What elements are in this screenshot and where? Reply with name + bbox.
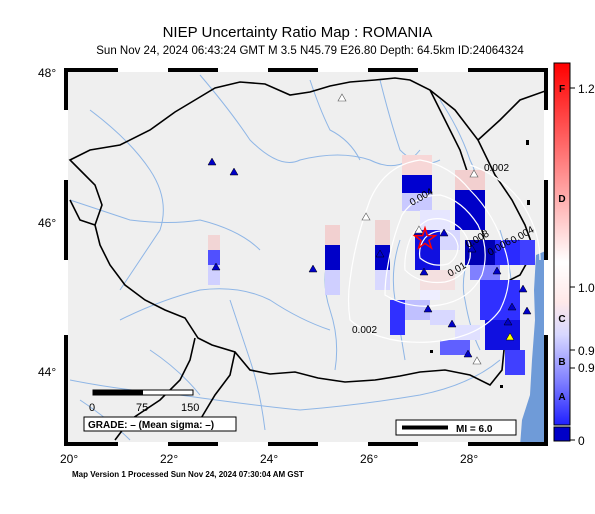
map-subtitle: Sun Nov 24, 2024 06:43:24 GMT M 3.5 N45.… (96, 45, 524, 57)
colorbar: 1.2 1.0 0.9 0.9 0 F D C B A (553, 62, 595, 448)
scale-bar: 0 75 150 (89, 389, 199, 414)
contour-lines (347, 159, 541, 343)
colorbar-label-0-9b: 0.9 (578, 361, 595, 375)
colorbar-letter-a: A (558, 392, 565, 403)
lon-tick-26: 26° (360, 452, 378, 466)
grade-text: GRADE: – (Mean sigma: –) (88, 420, 214, 431)
lon-tick-28: 28° (460, 452, 478, 466)
seismic-stations (207, 157, 532, 358)
colorbar-label-0-9a: 0.9 (578, 344, 595, 358)
processing-footer: Map Version 1 Processed Sun Nov 24, 2024… (72, 470, 304, 479)
colorbar-label-1-0: 1.0 (578, 281, 595, 295)
contour-label-1: 0.002 (484, 163, 509, 174)
colorbar-letter-b: B (558, 357, 565, 368)
lon-tick-22: 22° (160, 452, 178, 466)
lat-tick-44: 44° (38, 365, 56, 379)
intensity-station (505, 332, 515, 341)
lat-tick-46: 46° (38, 216, 56, 230)
colorbar-label-1-2: 1.2 (578, 82, 595, 96)
scale-label-0: 0 (89, 402, 95, 414)
axis-labels: 20° 22° 24° 26° 28° 48° 46° 44° (38, 66, 478, 466)
scale-label-150: 150 (181, 402, 199, 414)
colorbar-letter-c: C (558, 314, 565, 325)
unused-stations (337, 93, 482, 365)
colorbar-letter-f: F (559, 84, 565, 95)
colorbar-label-0: 0 (578, 434, 585, 448)
epicenter-star-icon (412, 225, 438, 250)
colorbar-letter-d: D (558, 194, 565, 205)
grade-box: GRADE: – (Mean sigma: –) (83, 416, 237, 432)
lat-tick-48: 48° (38, 66, 56, 80)
map-frame (64, 68, 548, 446)
contour-label-7: 0.002 (352, 325, 377, 336)
mi-legend-text: MI = 6.0 (456, 424, 493, 435)
black-sea (520, 251, 544, 442)
map-title: NIEP Uncertainty Ratio Map : ROMANIA (162, 24, 433, 41)
lon-tick-24: 24° (260, 452, 278, 466)
scale-label-75: 75 (136, 402, 148, 414)
lon-tick-20: 20° (60, 452, 78, 466)
mi-legend: MI = 6.0 (395, 419, 517, 436)
